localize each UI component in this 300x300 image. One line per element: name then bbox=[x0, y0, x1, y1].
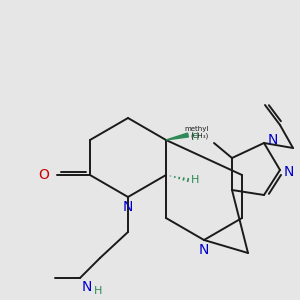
Text: H: H bbox=[191, 175, 200, 185]
Text: N: N bbox=[82, 280, 92, 294]
Polygon shape bbox=[166, 133, 188, 140]
Text: N: N bbox=[268, 133, 278, 147]
Text: H: H bbox=[191, 132, 200, 142]
Text: N: N bbox=[199, 243, 209, 257]
Text: N: N bbox=[123, 200, 133, 214]
Text: N: N bbox=[284, 165, 294, 179]
Text: O: O bbox=[38, 168, 49, 182]
Text: methyl
(CH₃): methyl (CH₃) bbox=[184, 125, 209, 139]
Text: H: H bbox=[94, 286, 102, 296]
